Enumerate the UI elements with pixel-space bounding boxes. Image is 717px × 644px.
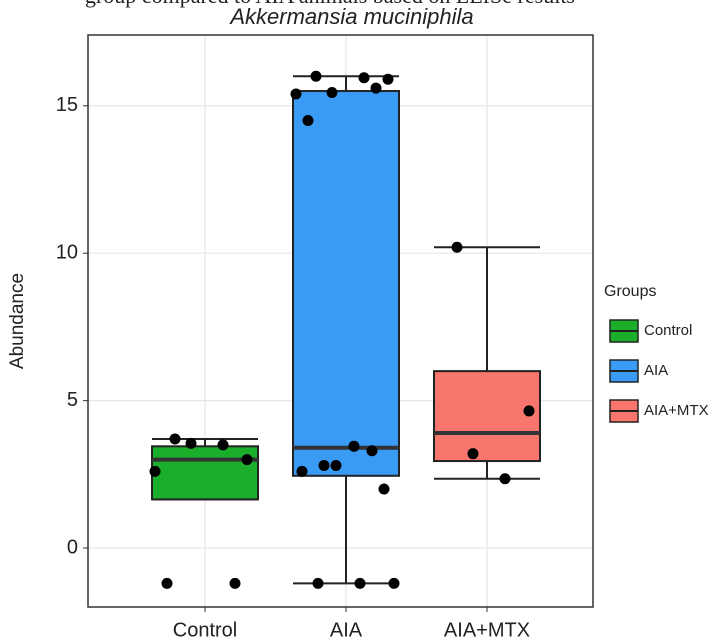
- point: [217, 439, 229, 451]
- box: [151, 445, 259, 501]
- box: [433, 370, 541, 463]
- point: [358, 72, 370, 84]
- point: [499, 473, 511, 485]
- x-tick-label: AIA+MTX: [444, 619, 530, 641]
- point: [366, 445, 378, 457]
- point: [370, 82, 382, 94]
- point: [169, 433, 181, 445]
- legend-label: AIA: [644, 362, 668, 379]
- y-tick-label: 15: [56, 94, 78, 116]
- point: [388, 577, 400, 589]
- point: [161, 577, 173, 589]
- point: [312, 577, 324, 589]
- point: [296, 465, 308, 477]
- caption: group compared to AIA animals based on L…: [85, 0, 575, 8]
- point: [330, 459, 342, 471]
- point: [451, 241, 463, 253]
- point: [318, 459, 330, 471]
- point: [185, 437, 197, 449]
- x-tick-label: Control: [173, 619, 237, 641]
- point: [354, 577, 366, 589]
- point: [310, 70, 322, 82]
- point: [348, 440, 360, 452]
- point: [149, 465, 161, 477]
- point: [523, 405, 535, 417]
- y-axis-label: Abundance: [7, 273, 28, 369]
- plot-frame: [87, 34, 594, 608]
- y-tick-label: 10: [56, 241, 78, 263]
- point: [241, 454, 253, 466]
- x-tick-label: AIA: [330, 619, 363, 641]
- legend-title: Groups: [604, 283, 656, 300]
- point: [382, 73, 394, 85]
- y-tick-label: 0: [67, 536, 78, 558]
- point: [302, 115, 314, 127]
- point: [229, 577, 241, 589]
- point: [290, 88, 302, 100]
- legend-label: AIA+MTX: [644, 402, 709, 419]
- box: [292, 90, 400, 477]
- legend-label: Control: [644, 322, 692, 339]
- y-tick-label: 5: [67, 389, 78, 411]
- chart-title: Akkermansia muciniphila: [228, 4, 473, 29]
- point: [467, 448, 479, 460]
- point: [378, 483, 390, 495]
- point: [326, 86, 338, 98]
